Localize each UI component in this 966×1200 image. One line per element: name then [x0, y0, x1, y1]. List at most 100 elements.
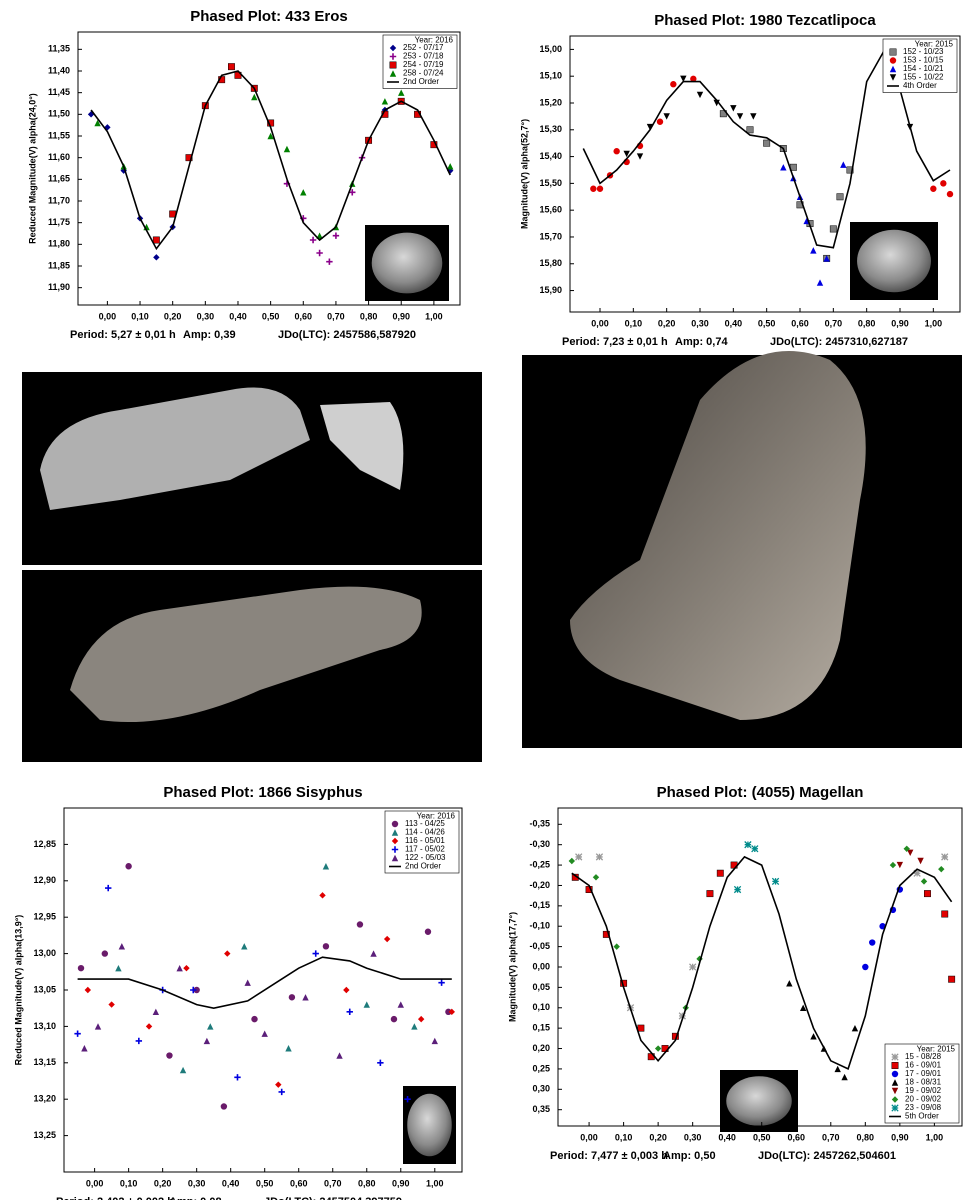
footer-text: Period: 7,23 ± 0,01 h — [562, 336, 668, 348]
legend-label: 2nd Order — [405, 862, 441, 871]
point — [363, 1001, 370, 1008]
footer-text: Period: 5,27 ± 0,01 h — [70, 329, 176, 341]
point — [300, 189, 307, 196]
x-tick-label: 0,50 — [758, 318, 776, 328]
point — [377, 1059, 384, 1066]
point — [816, 279, 824, 286]
point — [398, 89, 405, 96]
y-tick-label: 0,00 — [532, 961, 550, 971]
point — [907, 849, 914, 857]
point — [596, 185, 604, 192]
point — [207, 1023, 214, 1030]
y-axis-label: Reduced Magnitude(V) alpha(24,0°) — [27, 93, 37, 244]
y-tick-label: -0,30 — [529, 839, 550, 849]
y-tick-label: 11,40 — [48, 65, 70, 75]
point — [278, 1088, 285, 1096]
asteroid-images — [22, 351, 962, 762]
legend-swatch — [391, 846, 399, 853]
y-tick-label: 0,05 — [532, 982, 550, 992]
y-tick-label: -0,35 — [529, 819, 550, 829]
point — [840, 161, 847, 168]
point — [946, 190, 954, 198]
point — [716, 869, 724, 877]
point — [948, 975, 956, 983]
y-tick-label: 11,60 — [48, 152, 70, 162]
x-tick-label: 0,30 — [188, 1178, 206, 1188]
legend-label: 18 - 08/31 — [905, 1078, 942, 1087]
point — [77, 964, 85, 972]
point — [568, 857, 576, 865]
legend-swatch — [391, 820, 399, 828]
point — [656, 118, 664, 125]
y-tick-label: 0,35 — [532, 1104, 550, 1114]
point — [115, 964, 122, 972]
y-tick-label: 15,20 — [539, 97, 562, 107]
point — [241, 943, 248, 950]
x-tick-label: 0,80 — [358, 1178, 376, 1188]
point — [810, 1033, 817, 1040]
x-tick-label: 0,20 — [164, 311, 182, 321]
x-tick-label: 0,50 — [262, 311, 280, 321]
point — [930, 185, 937, 192]
chart: Phased Plot: (4055) Magellan 0,00 0,10 0,20… — [507, 784, 963, 1162]
point — [751, 845, 759, 853]
y-tick-label: 15,10 — [539, 71, 562, 81]
point — [343, 986, 350, 994]
point — [763, 139, 771, 147]
x-tick-label: 0,80 — [857, 1132, 875, 1142]
point — [917, 857, 924, 865]
legend-title: Year: 2015 — [915, 40, 954, 49]
y-tick-label: 12,85 — [33, 839, 56, 849]
legend-swatch — [891, 1079, 899, 1086]
point — [938, 865, 945, 873]
point — [924, 890, 931, 898]
point — [889, 861, 897, 869]
x-tick-label: 0,20 — [658, 318, 676, 328]
legend-label: 19 - 09/02 — [905, 1086, 942, 1095]
point — [381, 98, 389, 105]
point — [689, 963, 697, 971]
footer-text: JDo(LTC): 2457262,504601 — [758, 1150, 896, 1162]
point — [135, 1037, 143, 1045]
point — [285, 1045, 292, 1052]
point — [670, 81, 677, 88]
x-tick-label: 0,30 — [691, 318, 709, 328]
point — [261, 1030, 268, 1037]
point — [786, 980, 793, 987]
legend-swatch — [891, 1070, 899, 1078]
x-tick-label: 0,90 — [891, 1132, 909, 1142]
point — [851, 1024, 859, 1032]
y-tick-label: 0,30 — [532, 1084, 550, 1094]
point — [706, 890, 714, 898]
point — [234, 1074, 241, 1081]
point — [448, 1008, 455, 1016]
x-tick-label: 0,30 — [197, 311, 215, 321]
legend-label: 4th Order — [903, 81, 937, 90]
point — [447, 163, 454, 170]
point — [185, 154, 193, 162]
x-tick-label: 0,70 — [324, 1178, 342, 1188]
point — [118, 943, 126, 950]
inset-asteroid — [371, 232, 443, 294]
legend-swatch — [389, 44, 397, 52]
y-tick-label: 15,80 — [539, 258, 562, 268]
legend-label: 122 - 05/03 — [405, 853, 446, 862]
x-tick-label: 0,50 — [753, 1132, 771, 1142]
point — [283, 145, 291, 153]
point — [105, 884, 112, 892]
point — [841, 1073, 848, 1081]
chart: Phased Plot: 433 Eros 0,00 0,10 0,20 0,30 0,4… — [27, 8, 461, 341]
point — [680, 75, 687, 83]
y-tick-label: 15,40 — [539, 151, 562, 161]
point — [332, 232, 340, 239]
legend-label: 17 - 09/01 — [905, 1069, 942, 1078]
point — [654, 1045, 662, 1052]
point — [678, 1012, 686, 1020]
legend-label: 23 - 09/08 — [905, 1103, 942, 1112]
legend-label: 254 - 07/19 — [403, 60, 444, 69]
y-tick-label: 11,65 — [48, 174, 70, 184]
point — [108, 1001, 115, 1008]
x-tick-label: 0,10 — [625, 318, 643, 328]
point — [746, 126, 754, 134]
point — [941, 910, 949, 918]
